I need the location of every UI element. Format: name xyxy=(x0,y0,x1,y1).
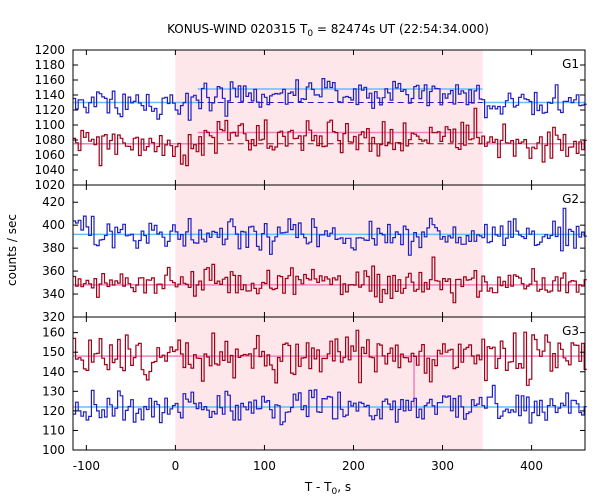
y-tick-label: 130 xyxy=(42,384,65,398)
panel-g3: 100 110 120 130 140 150 160 G3 xyxy=(42,316,587,457)
y-tick-label: 1160 xyxy=(34,73,65,87)
y-tick-label: 120 xyxy=(42,404,65,418)
y-axis-label: counts / sec xyxy=(5,214,19,286)
chart-title: KONUS-WIND 020315 T0 = 82474s UT (22:54:… xyxy=(167,22,489,39)
y-tick-label: 1020 xyxy=(34,178,65,192)
y-tick-label: 100 xyxy=(42,443,65,457)
panel-label-g2: G2 xyxy=(562,192,579,206)
x-tick-label: 400 xyxy=(520,459,543,473)
highlight-interval xyxy=(175,50,483,450)
y-tick-label: 340 xyxy=(42,287,65,301)
g1-red-series xyxy=(73,107,587,167)
panel-g2: 320 340 360 380 400 420 G2 xyxy=(42,184,587,324)
x-tick-label: 300 xyxy=(431,459,454,473)
y-tick-label: 140 xyxy=(42,365,65,379)
g2-blue-series xyxy=(73,207,587,256)
y-tick-label: 150 xyxy=(42,345,65,359)
panel-label-g1: G1 xyxy=(562,57,579,71)
g3-blue-series xyxy=(73,384,587,426)
y-tick-label: 420 xyxy=(42,195,65,209)
y-tick-label: 1200 xyxy=(34,43,65,57)
x-tick-label: 200 xyxy=(342,459,365,473)
y-tick-label: 1040 xyxy=(34,163,65,177)
g3-frame xyxy=(72,316,586,451)
y-tick-label: 400 xyxy=(42,218,65,232)
panel-g1: 1020104010601080110011201140116011801200… xyxy=(34,43,587,192)
x-tick-label: -100 xyxy=(73,459,100,473)
y-tick-label: 380 xyxy=(42,241,65,255)
y-tick-label: 160 xyxy=(42,326,65,340)
g1-blue-series xyxy=(73,78,587,121)
y-tick-label: 1180 xyxy=(34,58,65,72)
y-tick-label: 1060 xyxy=(34,148,65,162)
y-tick-label: 360 xyxy=(42,264,65,278)
y-tick-label: 1140 xyxy=(34,88,65,102)
y-tick-label: 1100 xyxy=(34,118,65,132)
y-tick-label: 320 xyxy=(42,310,65,324)
panel-label-g3: G3 xyxy=(562,324,579,338)
y-tick-label: 1120 xyxy=(34,103,65,117)
y-tick-label: 1080 xyxy=(34,133,65,147)
x-axis-label: T - T0, s xyxy=(304,480,351,497)
g2-red-series xyxy=(73,256,587,304)
y-tick-label: 110 xyxy=(42,423,65,437)
g3-red-series xyxy=(73,329,587,386)
x-tick-label: 100 xyxy=(253,459,276,473)
x-tick-label: 0 xyxy=(172,459,180,473)
